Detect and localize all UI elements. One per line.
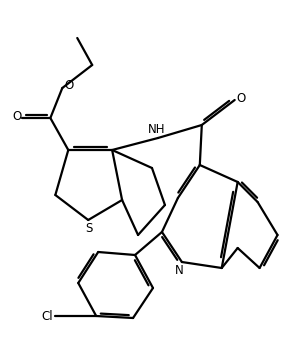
Text: O: O (237, 92, 246, 105)
Text: S: S (85, 222, 93, 235)
Text: N: N (175, 264, 183, 277)
Text: NH: NH (148, 123, 165, 136)
Text: O: O (64, 78, 73, 92)
Text: O: O (13, 110, 22, 123)
Text: Cl: Cl (41, 310, 53, 322)
